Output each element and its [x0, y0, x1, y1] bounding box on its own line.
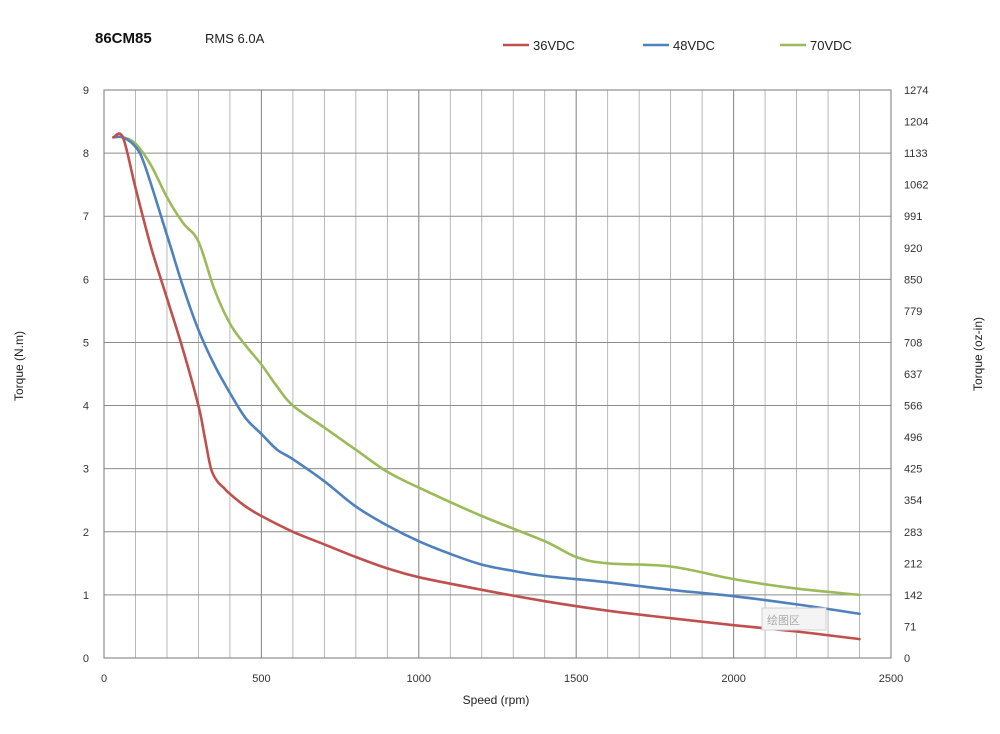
plot-border — [103, 89, 892, 659]
y2-tick-label: 1133 — [904, 148, 928, 160]
y-axis-left-title: Torque (N.m) — [12, 331, 26, 401]
y2-tick-label: 991 — [904, 211, 922, 223]
y2-tick-label: 71 — [904, 621, 916, 633]
y2-tick-label: 425 — [904, 464, 922, 476]
grid — [104, 90, 891, 658]
x-tick-label: 1000 — [407, 673, 431, 685]
y2-tick-label: 779 — [904, 306, 922, 318]
y-tick-label: 9 — [83, 85, 89, 97]
y-tick-label: 5 — [83, 337, 89, 349]
y2-tick-label: 1204 — [904, 117, 928, 129]
legend-label-36vdc: 36VDC — [533, 38, 575, 53]
x-tick-label: 2500 — [879, 673, 903, 685]
legend: 36VDC 48VDC 70VDC — [503, 38, 852, 53]
y-axis-right-title: Torque (oz-in) — [971, 317, 985, 391]
y2-tick-label: 566 — [904, 401, 922, 413]
y-tick-label: 2 — [83, 527, 89, 539]
y-axis-right-ticks: 0 71 142 212 283 354 425 496 566 637 708 779 850 920 9… — [904, 85, 928, 665]
x-tick-label: 2000 — [721, 673, 745, 685]
y-tick-label: 4 — [83, 401, 89, 413]
y2-tick-label: 708 — [904, 337, 922, 349]
series-lines — [112, 132, 861, 641]
y-tick-label: 1 — [83, 590, 89, 602]
y2-tick-label: 0 — [904, 653, 910, 665]
y-tick-label: 8 — [83, 148, 89, 160]
y2-tick-label: 142 — [904, 590, 922, 602]
series-line-48vdc — [112, 135, 861, 616]
x-tick-label: 0 — [101, 673, 107, 685]
x-axis-ticks: 0 500 1000 1500 2000 2500 — [101, 673, 903, 685]
x-axis-title: Speed (rpm) — [463, 693, 530, 707]
y-tick-label: 7 — [83, 211, 89, 223]
watermark-label: 绘图区 — [767, 613, 800, 627]
model-title: 86CM85 — [95, 30, 152, 47]
y2-tick-label: 1274 — [904, 85, 928, 97]
current-rating: RMS 6.0A — [205, 31, 265, 46]
y2-tick-label: 850 — [904, 274, 922, 286]
y-axis-left-ticks: 0 1 2 3 4 5 6 7 8 9 — [83, 85, 89, 665]
x-tick-label: 1500 — [564, 673, 588, 685]
y2-tick-label: 496 — [904, 432, 922, 444]
legend-label-70vdc: 70VDC — [810, 38, 852, 53]
y2-tick-label: 283 — [904, 527, 922, 539]
y2-tick-label: 212 — [904, 558, 922, 570]
y-tick-label: 6 — [83, 274, 89, 286]
y2-tick-label: 354 — [904, 495, 922, 507]
watermark: 绘图区 — [761, 607, 827, 631]
series-line-36vdc — [112, 132, 861, 641]
y2-tick-label: 1062 — [904, 180, 928, 192]
legend-label-48vdc: 48VDC — [673, 38, 715, 53]
y-tick-label: 3 — [83, 464, 89, 476]
y2-tick-label: 920 — [904, 243, 922, 255]
y2-tick-label: 637 — [904, 369, 922, 381]
plot-frame — [103, 89, 892, 659]
series-line-70vdc — [112, 135, 861, 597]
x-tick-label: 500 — [252, 673, 270, 685]
y-tick-label: 0 — [83, 653, 89, 665]
